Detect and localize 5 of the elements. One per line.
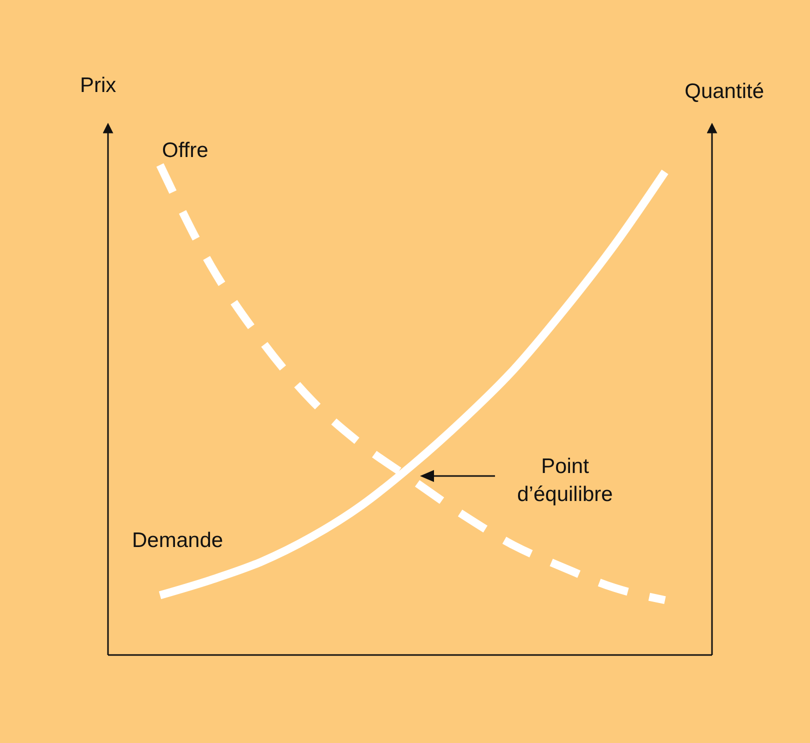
series-label: Offre [162,139,208,162]
y2-axis-title: Quantité [684,80,764,103]
series-label: Demande [132,529,224,552]
y-axis-title: Prix [80,74,117,97]
annotation: Point d’équilibre [517,455,613,506]
